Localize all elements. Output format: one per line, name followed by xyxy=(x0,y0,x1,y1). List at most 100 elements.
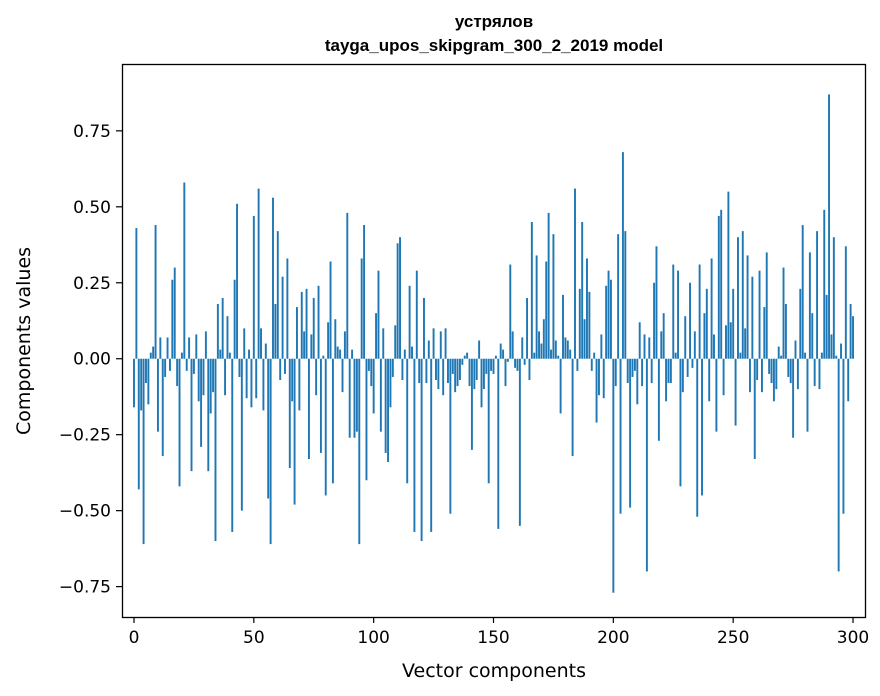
bar-186 xyxy=(578,288,581,359)
y-tick-label: 0.75 xyxy=(73,122,111,142)
bar-246 xyxy=(722,358,725,396)
bar-121 xyxy=(423,297,425,359)
bar-245 xyxy=(720,209,723,359)
bar-157 xyxy=(509,264,512,359)
bar-203 xyxy=(619,358,622,514)
bar-273 xyxy=(787,358,790,377)
y-axis-label: Components values xyxy=(13,247,35,435)
bar-228 xyxy=(679,358,682,487)
bar-22 xyxy=(185,358,188,371)
bar-3 xyxy=(140,358,143,411)
bar-276 xyxy=(794,340,797,359)
bar-221 xyxy=(662,313,665,359)
bar-38 xyxy=(224,358,227,396)
bar-209 xyxy=(633,358,636,371)
bar-286 xyxy=(818,358,821,390)
bar-77 xyxy=(317,285,320,359)
bar-247 xyxy=(725,325,727,359)
bar-107 xyxy=(389,358,392,408)
bar-278 xyxy=(799,288,802,359)
bar-139 xyxy=(466,352,469,359)
bar-93 xyxy=(355,358,358,432)
bar-178 xyxy=(559,358,562,414)
plot-frame xyxy=(121,63,867,619)
bar-235 xyxy=(696,358,699,517)
bar-188 xyxy=(583,319,586,359)
bar-237 xyxy=(701,358,703,496)
bar-211 xyxy=(638,322,641,359)
bar-55 xyxy=(264,343,267,359)
bar-205 xyxy=(624,231,627,359)
bar-230 xyxy=(684,316,687,359)
bar-233 xyxy=(691,358,694,368)
bar-75 xyxy=(312,297,315,359)
bar-295 xyxy=(840,343,842,359)
bar-189 xyxy=(586,258,588,359)
bar-2 xyxy=(137,358,140,490)
bar-41 xyxy=(231,358,234,532)
y-tick-label: −0.75 xyxy=(59,578,111,598)
bar-239 xyxy=(705,288,708,359)
bar-60 xyxy=(276,231,279,359)
bar-23 xyxy=(188,337,191,359)
bar-289 xyxy=(825,294,828,359)
bar-40 xyxy=(228,352,231,359)
bar-208 xyxy=(631,358,634,377)
bar-69 xyxy=(298,358,301,411)
bar-66 xyxy=(291,358,294,402)
bar-290 xyxy=(828,94,831,359)
bar-249 xyxy=(729,322,732,359)
bar-291 xyxy=(830,334,833,359)
x-tick-label: 200 xyxy=(597,628,629,648)
bar-117 xyxy=(413,358,416,532)
bar-257 xyxy=(749,358,751,393)
bar-190 xyxy=(588,291,591,359)
bar-57 xyxy=(269,358,272,545)
bar-62 xyxy=(281,276,284,359)
bar-116 xyxy=(411,346,413,359)
bar-103 xyxy=(379,358,382,432)
bar-114 xyxy=(406,358,409,484)
bar-112 xyxy=(401,358,404,380)
bar-261 xyxy=(758,270,761,359)
bar-59 xyxy=(274,304,277,359)
bar-147 xyxy=(485,358,488,374)
bar-215 xyxy=(648,337,651,359)
bar-223 xyxy=(667,358,670,384)
bar-148 xyxy=(487,358,490,484)
bar-0 xyxy=(133,358,135,408)
bar-232 xyxy=(689,282,691,359)
y-tick-label: −0.25 xyxy=(59,426,111,446)
bar-24 xyxy=(190,358,193,472)
bar-168 xyxy=(535,255,538,359)
bar-44 xyxy=(238,358,241,377)
bar-4 xyxy=(142,358,145,545)
bar-173 xyxy=(547,212,550,359)
bar-43 xyxy=(236,203,239,359)
bar-96 xyxy=(363,225,366,359)
bar-42 xyxy=(233,279,236,359)
bar-285 xyxy=(816,231,819,359)
bar-284 xyxy=(813,358,816,387)
bar-56 xyxy=(267,358,270,499)
bar-253 xyxy=(739,352,742,359)
bar-28 xyxy=(200,358,203,447)
bar-81 xyxy=(327,322,330,359)
bar-195 xyxy=(600,334,603,359)
bar-108 xyxy=(391,358,394,377)
bar-36 xyxy=(219,349,222,359)
bar-243 xyxy=(715,358,718,432)
bar-137 xyxy=(461,358,464,365)
bar-217 xyxy=(653,282,656,359)
bar-18 xyxy=(176,358,179,387)
bar-70 xyxy=(300,291,303,359)
bar-1 xyxy=(135,228,138,359)
bar-122 xyxy=(425,358,428,384)
bar-194 xyxy=(598,358,600,396)
x-tick-label: 250 xyxy=(717,628,749,648)
bar-83 xyxy=(331,358,334,484)
y-tick-label: 0.25 xyxy=(73,274,111,294)
bar-6 xyxy=(147,358,150,405)
bar-177 xyxy=(557,355,560,359)
bar-105 xyxy=(384,358,387,453)
